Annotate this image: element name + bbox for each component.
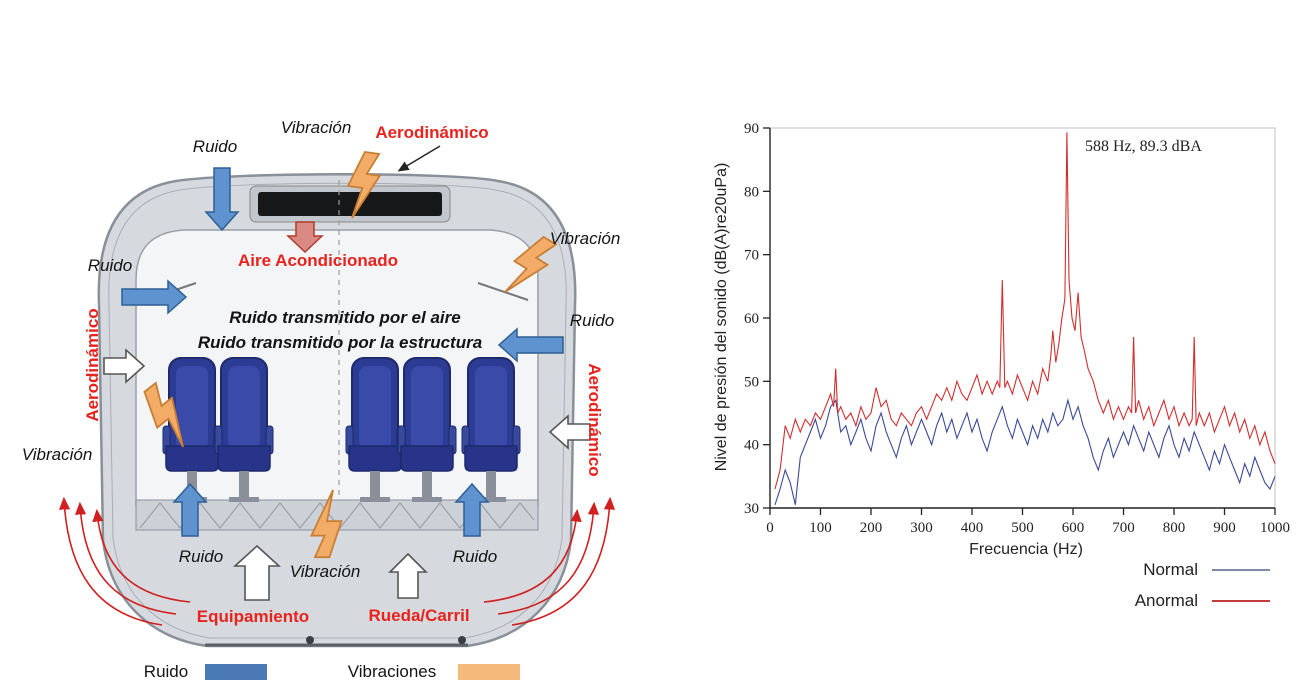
svg-text:40: 40: [744, 438, 759, 454]
diagram-legend-ruido-swatch: [205, 664, 267, 680]
svg-text:700: 700: [1112, 520, 1135, 536]
svg-text:200: 200: [860, 520, 883, 536]
label-airborne-noise: Ruido transmitido por el aire: [229, 308, 461, 327]
x-axis-label: Frecuencia (Hz): [969, 541, 1083, 558]
legend-normal-label: Normal: [1143, 560, 1198, 579]
svg-text:50: 50: [744, 374, 759, 390]
svg-text:60: 60: [744, 311, 759, 327]
legend-normal-line: [1212, 569, 1270, 571]
ac-vent: [249, 185, 451, 223]
wheel-rail-arrow: [388, 552, 428, 599]
label-aire-acondicionado: Aire Acondicionado: [238, 251, 398, 270]
svg-text:400: 400: [961, 520, 984, 536]
svg-text:70: 70: [744, 248, 759, 264]
label-ruido-top: Ruido: [192, 137, 238, 156]
diagram-legend-vibraciones-label: Vibraciones: [347, 662, 437, 681]
ac-airflow-arrow: [286, 221, 324, 254]
label-ruido-upper-left: Ruido: [87, 256, 133, 275]
label-vibracion-top: Vibración: [280, 118, 352, 137]
label-equipamiento: Equipamiento: [196, 607, 310, 626]
diagram-legend-ruido-label: Ruido: [143, 662, 189, 681]
label-ruido-bottom-left: Ruido: [178, 547, 224, 566]
svg-text:800: 800: [1163, 520, 1186, 536]
svg-text:500: 500: [1011, 520, 1034, 536]
svg-text:30: 30: [744, 501, 759, 517]
noise-arrow-right-wall: [497, 327, 564, 363]
label-ruido-bottom-right: Ruido: [452, 547, 498, 566]
train-cross-section-illustration: [58, 145, 616, 648]
svg-text:100: 100: [809, 520, 832, 536]
frequency-spectrum-chart: 30 40 50 60 70 80 90 0 100 200 300 400 500 600 700 800 9…: [660, 0, 1314, 700]
label-rueda-carril: Rueda/Carril: [368, 606, 470, 625]
label-aerodinamico-right: Aerodinámico: [585, 363, 604, 477]
peak-annotation: 588 Hz, 89.3 dBA: [1085, 138, 1202, 155]
legend-anormal-label: Anormal: [1134, 591, 1198, 610]
label-structure-noise: Ruido transmitido por la estructura: [197, 333, 483, 352]
legend-row-anormal: Anormal: [1080, 591, 1270, 611]
label-aerodinamico-left: Aerodinámico: [83, 308, 102, 422]
svg-text:90: 90: [744, 121, 759, 137]
underbody-detail: [458, 636, 466, 644]
noise-arrow-floor-left: [172, 482, 208, 537]
aero-arrow-right: [548, 414, 591, 450]
equipment-arrow: [232, 544, 282, 601]
label-vibracion-mid-left: Vibración: [21, 445, 93, 464]
noise-sources-diagram: Ruido Vibración Aerodinámico Aire Acondi…: [21, 118, 621, 681]
luggage-rack-right: [477, 282, 529, 301]
noise-arrow-left-wall: [121, 279, 188, 315]
diagram-legend-vibraciones-swatch: [458, 664, 520, 680]
aero-pointer-top: [397, 145, 441, 172]
noise-arrow-floor-right: [454, 482, 490, 537]
svg-text:0: 0: [766, 520, 774, 536]
label-ruido-mid-right: Ruido: [569, 311, 615, 330]
noise-arrow-roof: [204, 167, 240, 232]
underbody-noise-paths-right: [483, 496, 616, 626]
underbody-detail: [306, 636, 314, 644]
legend-row-normal: Normal: [1080, 560, 1270, 580]
legend-anormal-line: [1212, 600, 1270, 602]
label-aerodinamico-top: Aerodinámico: [375, 123, 489, 142]
label-vibracion-bottom: Vibración: [289, 562, 361, 581]
svg-text:600: 600: [1062, 520, 1085, 536]
y-axis-label: Nivel de presión del sonido (dB(A)re20uP…: [713, 162, 730, 472]
svg-text:1000: 1000: [1260, 520, 1290, 536]
svg-text:300: 300: [910, 520, 933, 536]
svg-text:80: 80: [744, 184, 759, 200]
label-vibracion-upper-right: Vibración: [549, 229, 621, 248]
underbody-noise-paths-left: [58, 496, 191, 626]
aero-arrow-left: [103, 348, 146, 384]
svg-text:900: 900: [1213, 520, 1236, 536]
